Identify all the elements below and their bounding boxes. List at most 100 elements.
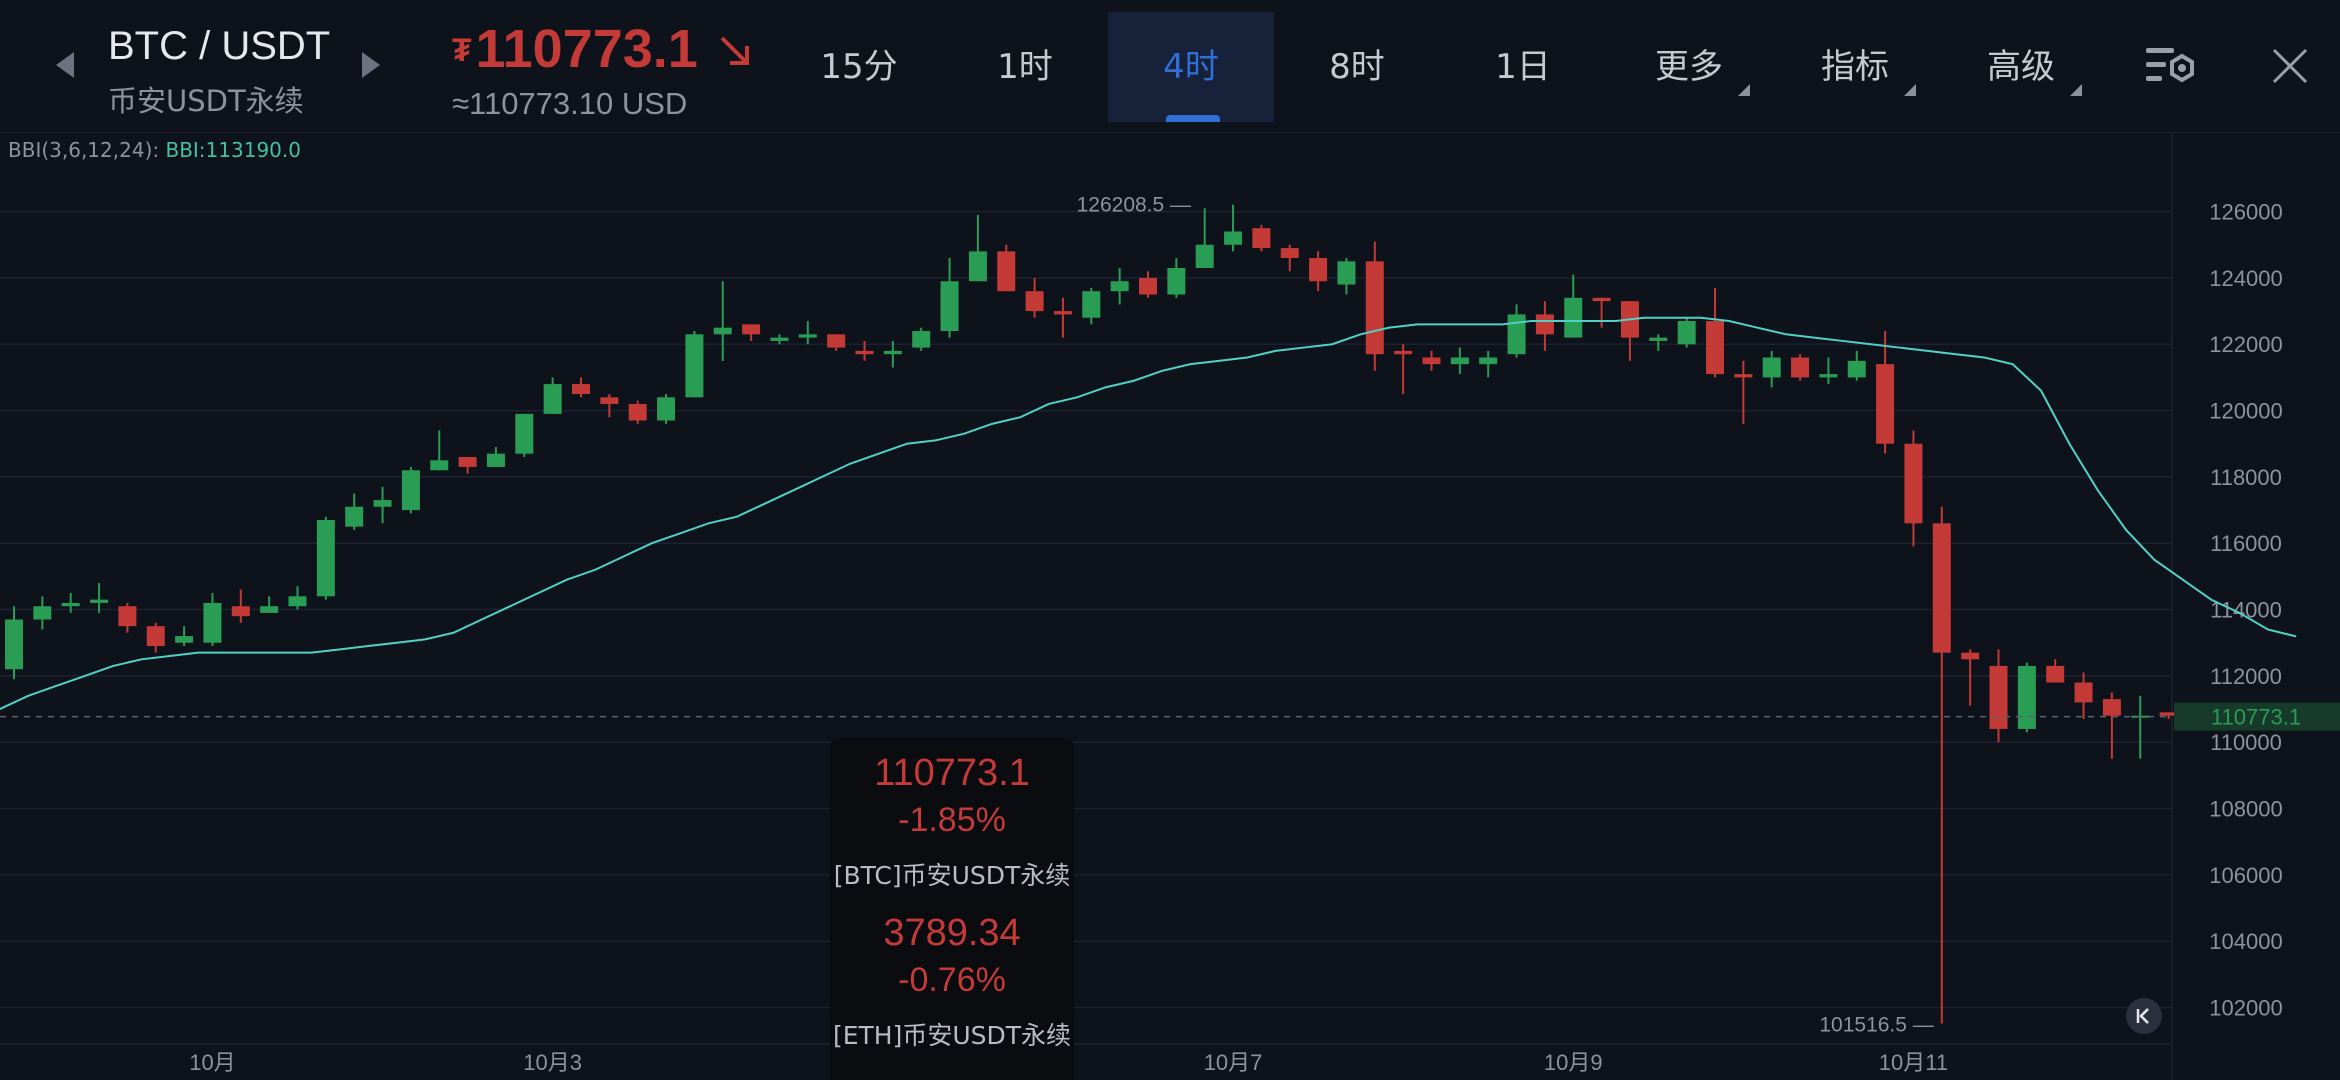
timeframe-tab-6[interactable]: 指标 [1772,12,1938,122]
y-axis-tick-label: 112000 [2210,664,2282,689]
timeframe-tab-label: 1时 [997,47,1053,87]
scroll-to-latest-button[interactable] [2126,998,2162,1034]
candle-body [657,397,676,421]
candle-body [458,457,477,467]
candle-body [1847,360,1866,378]
candle-body [1904,443,1923,524]
candle-body [883,350,902,355]
dropdown-corner-icon [1738,84,1750,96]
dropdown-corner-icon [2070,84,2082,96]
candle-body [515,413,534,454]
candle-body [5,619,23,670]
current-price-tag-label: 110773.1 [2211,705,2301,730]
candle-body [1394,350,1413,355]
candle-body [345,506,364,527]
currency-symbol: ₮ [452,32,472,68]
timeframe-tab-label: 15分 [820,47,898,87]
timeframe-tab-4[interactable]: 1日 [1440,12,1606,122]
y-axis-tick-label: 118000 [2210,465,2282,490]
tooltip-btc-price: 110773.1 [874,752,1030,794]
dropdown-corner-icon [1904,84,1916,96]
candle-body [912,330,931,348]
x-axis-tick-label: 10月9 [1544,1050,1603,1075]
candle-body [118,606,137,627]
timeframe-tab-label: 指标 [1821,47,1889,87]
candle-body [1989,665,2008,729]
bbi-indicator-label: BBI(3,6,12,24): BBI:113190.0 [8,138,301,162]
candle-body [827,334,846,348]
y-axis-tick-label: 110000 [2210,730,2282,755]
candle-body [1535,314,1554,335]
y-axis-tick-label: 108000 [2209,797,2282,822]
candle-body [2046,665,2065,683]
tooltip-btc-name: [BTC]币安USDT永续 [833,861,1071,890]
candle-body [968,251,987,282]
candle-body [1791,357,1810,378]
exchange-label: 币安USDT永续 [108,84,304,118]
candlestick-chart[interactable]: 126000 124000 122000 120000 118000 116000 1140… [0,132,2340,1080]
candle-body [2074,682,2093,703]
candle-body [90,599,109,603]
next-pair-icon[interactable] [362,52,380,78]
close-icon[interactable] [2268,44,2312,88]
timeframe-tab-0[interactable]: 15分 [776,12,942,122]
x-axis-tick-label: 10月 [189,1050,235,1075]
candle-body [1592,297,1611,302]
candle-body [2102,699,2121,716]
pair-title[interactable]: BTC / USDT [108,24,331,68]
candle-body [1053,311,1072,315]
candle-body [1450,357,1469,365]
candle-body [543,384,562,414]
timeframe-tab-label: 1日 [1495,47,1551,87]
candle-body [685,334,704,398]
candle-body [628,403,647,421]
y-axis-tick-label: 122000 [2209,332,2282,357]
last-price: ₮110773.1 [452,18,698,80]
x-axis-tick-label: 10月3 [523,1050,582,1075]
skip-to-start-icon [2136,1008,2149,1024]
timeframe-tab-7[interactable]: 高级 [1938,12,2104,122]
candle-body [146,626,165,647]
candle-body [401,470,420,511]
candle-body [430,460,449,471]
tooltip-eth-name: [ETH]币安USDT永续 [832,1021,1072,1050]
candle-body [1819,374,1838,378]
candle-body [33,606,52,620]
timeframe-tab-5[interactable]: 更多 [1606,12,1772,122]
price-usd: ≈110773.10 USD [452,86,688,121]
timeframe-tab-label: 更多 [1655,47,1723,87]
tooltip-eth-price: 3789.34 [883,912,1021,954]
timeframe-tab-3[interactable]: 8时 [1274,12,1440,122]
candle-body [1507,314,1526,355]
tooltip-btc-change: -1.85% [898,801,1006,839]
candle-body [1309,258,1328,282]
candle-body [1932,523,1951,653]
prev-pair-icon[interactable] [56,52,74,78]
candle-body [1365,261,1384,355]
candle-body [1734,374,1753,378]
timeframe-tab-1[interactable]: 1时 [942,12,1108,122]
candle-body [1422,357,1441,365]
y-axis-tick-label: 104000 [2209,929,2282,954]
candle-body [1564,297,1583,338]
active-tab-indicator [1166,115,1220,122]
timeframe-tab-2[interactable]: 4时 [1108,12,1274,122]
x-axis-tick-label: 10月11 [1879,1050,1948,1075]
candle-body [572,384,590,394]
candle-body [260,606,279,613]
candle-body [855,350,874,355]
high-price-marker: 126208.5 — [1077,194,1191,217]
low-price-marker: 101516.5 — [1819,1014,1933,1037]
candle-body [203,602,222,643]
candle-body [1252,228,1271,249]
candle-body [997,251,1016,292]
bbi-line [0,316,2297,710]
chart-settings-icon[interactable] [2144,42,2196,90]
timeframe-tab-label: 高级 [1987,47,2055,87]
candle-body [1649,337,1668,341]
candle-body [316,520,335,597]
candle-body [175,636,194,643]
candle-body [1025,291,1044,312]
y-axis-tick-label: 116000 [2210,531,2282,556]
y-axis-tick-label: 102000 [2209,996,2282,1021]
